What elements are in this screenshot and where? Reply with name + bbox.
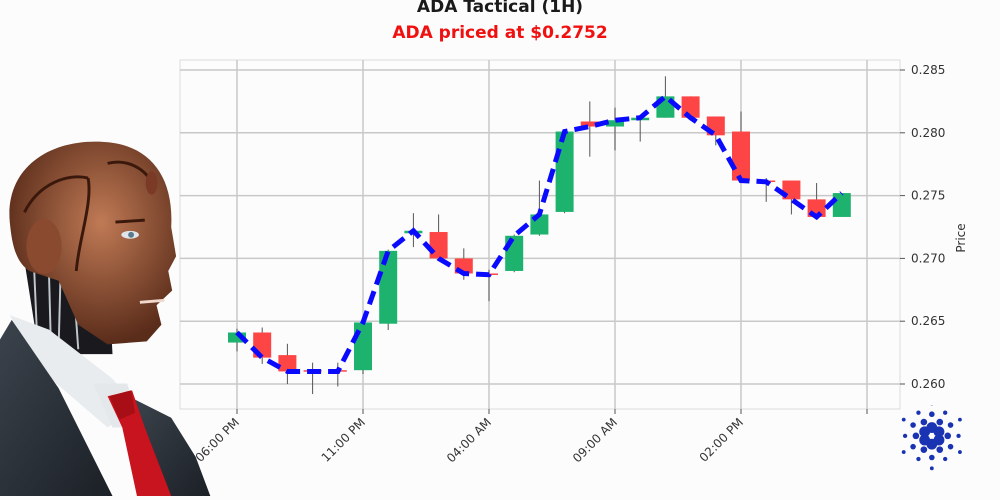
y-axis: 0.260 0.265 0.270 0.275 0.280 0.285 — [900, 63, 945, 391]
x-tick-label: 11:00 PM — [319, 415, 368, 464]
candle — [278, 343, 297, 384]
x-axis: 06:00 PM 11:00 PM 04:00 AM 09:00 AM 02:00 PM — [193, 409, 868, 465]
y-tick-label: 0.270 — [911, 251, 945, 265]
candle — [580, 101, 599, 157]
candle — [379, 249, 398, 330]
candle — [832, 193, 851, 217]
candle — [555, 130, 574, 214]
y-tick-label: 0.275 — [911, 189, 945, 203]
candle — [606, 107, 624, 151]
y-axis-label: Price — [954, 223, 968, 252]
y-tick-label: 0.265 — [911, 314, 945, 328]
cardano-logo-icon — [901, 405, 962, 471]
trend-line — [235, 93, 844, 374]
robot-businessman-illustration — [0, 141, 211, 496]
y-tick-label: 0.285 — [911, 63, 945, 77]
y-tick-label: 0.260 — [911, 377, 945, 391]
chart-title: ADA Tactical (1H) — [416, 0, 584, 17]
x-tick-label: 09:00 AM — [570, 415, 620, 465]
price-subtitle: ADA priced at $0.2752 — [392, 23, 608, 43]
y-tick-label: 0.280 — [911, 126, 945, 140]
x-tick-label: 04:00 AM — [444, 415, 494, 465]
x-tick-label: 02:00 PM — [697, 415, 746, 464]
grid-lines — [180, 60, 900, 409]
